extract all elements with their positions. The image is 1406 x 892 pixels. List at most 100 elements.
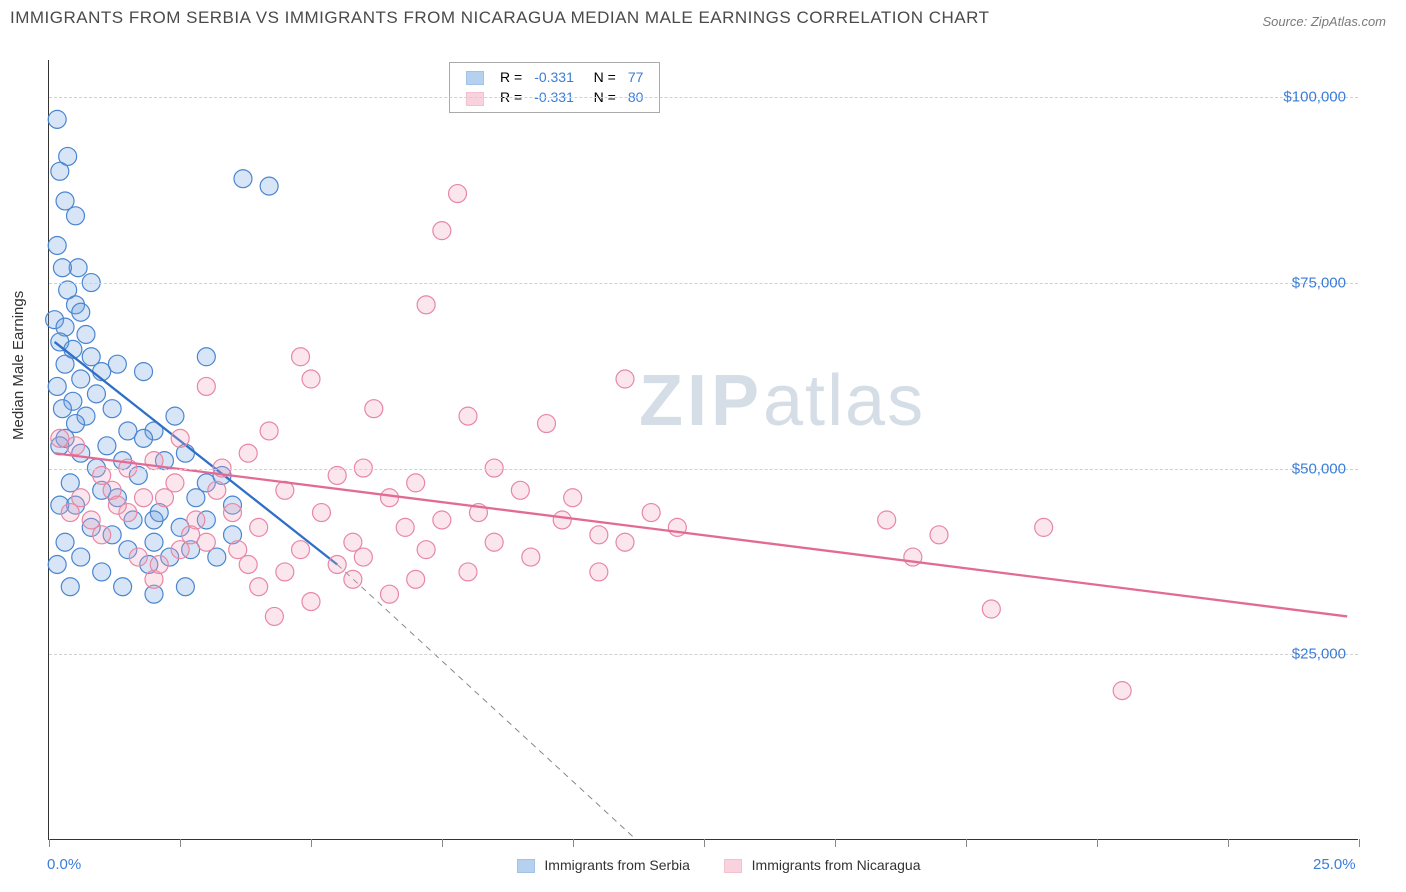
scatter-point bbox=[433, 511, 451, 529]
scatter-point bbox=[930, 526, 948, 544]
scatter-point bbox=[312, 504, 330, 522]
swatch-serbia-icon bbox=[466, 71, 484, 85]
x-tick bbox=[49, 839, 50, 847]
scatter-point bbox=[98, 437, 116, 455]
scatter-point bbox=[56, 533, 74, 551]
scatter-point bbox=[72, 489, 90, 507]
scatter-point bbox=[616, 533, 634, 551]
scatter-point bbox=[344, 570, 362, 588]
x-tick-label: 25.0% bbox=[1313, 856, 1356, 873]
series-legend: Immigrants from Serbia Immigrants from N… bbox=[49, 857, 1358, 873]
legend-label-serbia: Immigrants from Serbia bbox=[544, 857, 689, 873]
scatter-point bbox=[229, 541, 247, 559]
x-tick bbox=[1359, 839, 1360, 847]
y-tick-label: $50,000 bbox=[1292, 460, 1346, 477]
scatter-point bbox=[103, 400, 121, 418]
scatter-svg bbox=[49, 60, 1358, 839]
y-axis-label: Median Male Earnings bbox=[10, 291, 27, 440]
scatter-point bbox=[1113, 682, 1131, 700]
scatter-point bbox=[129, 548, 147, 566]
legend-row-serbia: R = -0.331 N = 77 bbox=[460, 67, 649, 87]
scatter-point bbox=[93, 526, 111, 544]
scatter-point bbox=[590, 526, 608, 544]
scatter-point bbox=[239, 444, 257, 462]
scatter-point bbox=[114, 578, 132, 596]
scatter-point bbox=[538, 415, 556, 433]
scatter-point bbox=[396, 518, 414, 536]
chart-title: IMMIGRANTS FROM SERBIA VS IMMIGRANTS FRO… bbox=[10, 8, 989, 28]
r-label: R = bbox=[494, 67, 528, 87]
y-tick-label: $100,000 bbox=[1283, 89, 1346, 106]
source-attribution: Source: ZipAtlas.com bbox=[1262, 14, 1386, 29]
scatter-point bbox=[564, 489, 582, 507]
gridline-h bbox=[49, 469, 1358, 470]
trend-line-dashed bbox=[337, 564, 635, 839]
gridline-h bbox=[49, 654, 1358, 655]
scatter-point bbox=[1035, 518, 1053, 536]
scatter-point bbox=[522, 548, 540, 566]
chart-plot-area: ZIPatlas R = -0.331 N = 77 R = -0.331 N … bbox=[48, 60, 1358, 840]
scatter-point bbox=[108, 496, 126, 514]
legend-label-nicaragua: Immigrants from Nicaragua bbox=[752, 857, 921, 873]
x-tick bbox=[180, 839, 181, 847]
scatter-point bbox=[93, 563, 111, 581]
swatch-nicaragua-icon bbox=[466, 92, 484, 106]
scatter-point bbox=[87, 385, 105, 403]
swatch-serbia-icon bbox=[517, 859, 535, 873]
scatter-point bbox=[61, 578, 79, 596]
x-tick bbox=[311, 839, 312, 847]
scatter-point bbox=[642, 504, 660, 522]
scatter-point bbox=[135, 363, 153, 381]
scatter-point bbox=[234, 170, 252, 188]
scatter-point bbox=[354, 548, 372, 566]
scatter-point bbox=[51, 162, 69, 180]
x-tick bbox=[573, 839, 574, 847]
scatter-point bbox=[135, 429, 153, 447]
scatter-point bbox=[53, 259, 71, 277]
scatter-point bbox=[187, 489, 205, 507]
n-label: N = bbox=[580, 67, 622, 87]
scatter-point bbox=[182, 526, 200, 544]
scatter-point bbox=[145, 533, 163, 551]
scatter-point bbox=[224, 504, 242, 522]
scatter-point bbox=[260, 177, 278, 195]
scatter-point bbox=[150, 556, 168, 574]
scatter-point bbox=[77, 326, 95, 344]
x-tick bbox=[966, 839, 967, 847]
scatter-point bbox=[292, 541, 310, 559]
scatter-point bbox=[48, 556, 66, 574]
scatter-point bbox=[197, 377, 215, 395]
scatter-point bbox=[433, 222, 451, 240]
x-tick bbox=[704, 839, 705, 847]
scatter-point bbox=[166, 407, 184, 425]
scatter-point bbox=[171, 429, 189, 447]
scatter-point bbox=[417, 541, 435, 559]
scatter-point bbox=[417, 296, 435, 314]
r-value-serbia: -0.331 bbox=[528, 67, 580, 87]
scatter-point bbox=[449, 185, 467, 203]
scatter-point bbox=[208, 481, 226, 499]
scatter-point bbox=[166, 474, 184, 492]
scatter-point bbox=[145, 511, 163, 529]
scatter-point bbox=[72, 548, 90, 566]
gridline-h bbox=[49, 283, 1358, 284]
scatter-point bbox=[982, 600, 1000, 618]
scatter-point bbox=[459, 563, 477, 581]
scatter-point bbox=[176, 578, 194, 596]
x-tick-label: 0.0% bbox=[47, 856, 81, 873]
correlation-legend: R = -0.331 N = 77 R = -0.331 N = 80 bbox=[449, 62, 660, 113]
trend-line bbox=[55, 453, 1348, 616]
scatter-point bbox=[51, 429, 69, 447]
scatter-point bbox=[407, 474, 425, 492]
scatter-point bbox=[197, 348, 215, 366]
x-tick bbox=[1097, 839, 1098, 847]
scatter-point bbox=[302, 593, 320, 611]
y-tick-label: $25,000 bbox=[1292, 646, 1346, 663]
scatter-point bbox=[459, 407, 477, 425]
scatter-point bbox=[276, 563, 294, 581]
scatter-point bbox=[511, 481, 529, 499]
scatter-point bbox=[48, 110, 66, 128]
scatter-point bbox=[135, 489, 153, 507]
y-tick-label: $75,000 bbox=[1292, 274, 1346, 291]
scatter-point bbox=[56, 355, 74, 373]
